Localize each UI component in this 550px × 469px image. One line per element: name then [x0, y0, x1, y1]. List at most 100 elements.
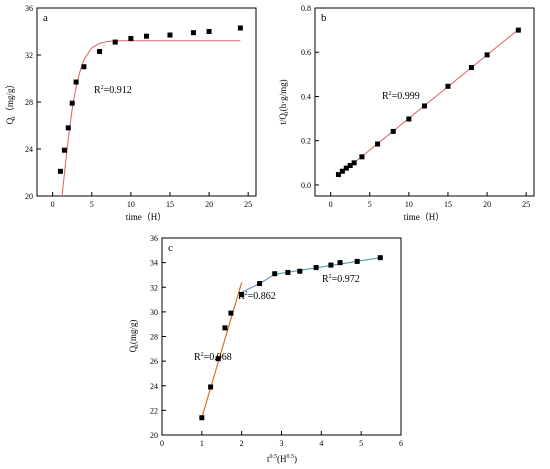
panel-label-a: a — [43, 12, 48, 24]
r2-label-c-1: R2=0.968 — [194, 352, 232, 363]
x-axis-label-a: time（H） — [126, 212, 167, 222]
x-tick-label: 5 — [359, 439, 363, 448]
data-point — [339, 168, 345, 174]
data-point — [57, 168, 63, 174]
data-point — [112, 39, 118, 45]
x-axis-label-b: time（H） — [404, 212, 445, 222]
y-tick-label: 20 — [25, 192, 33, 201]
fit-line-b — [338, 29, 519, 176]
y-tick-label: 34 — [150, 259, 158, 268]
data-point — [406, 116, 412, 122]
x-tick-label: 15 — [444, 200, 452, 209]
y-tick-label: 0.8 — [301, 4, 311, 13]
data-point — [484, 52, 490, 58]
y-tick-label: 0.6 — [301, 48, 311, 57]
y-tick-label: 24 — [150, 382, 158, 391]
x-tick-label: 20 — [205, 200, 213, 209]
data-point — [206, 29, 212, 34]
y-tick-label: 0.4 — [301, 92, 311, 101]
fit-curve-a — [61, 40, 241, 197]
plot-frame-c — [161, 237, 402, 436]
x-tick-label: 20 — [483, 200, 491, 209]
data-point — [272, 271, 278, 277]
data-point — [81, 64, 87, 70]
x-tick-label: 15 — [166, 200, 174, 209]
data-point — [354, 258, 360, 264]
data-point — [97, 48, 103, 54]
y-tick-label: 20 — [150, 431, 158, 440]
data-point — [445, 83, 451, 89]
data-point — [190, 30, 196, 36]
data-point — [167, 32, 173, 38]
y-tick-label: 26 — [150, 357, 158, 366]
y-tick-label: 36 — [25, 4, 33, 13]
x-tick-label: 4 — [319, 439, 323, 448]
chart-panel-a: a time（H） Qt（mg/g） 0 5 10 15 20 252024283236 … — [5, 4, 257, 222]
fit-line-c-1 — [201, 282, 243, 418]
panel-label-c: c — [168, 242, 173, 254]
data-point — [468, 64, 474, 70]
data-point — [239, 292, 245, 298]
fit-line-c-3 — [274, 257, 381, 275]
data-point — [144, 33, 149, 39]
y-tick-label: 22 — [150, 406, 158, 415]
data-point — [61, 147, 67, 153]
x-tick-label: 5 — [90, 200, 94, 209]
data-point — [215, 356, 221, 362]
chart-panel-c: c t0.5(H0.5) Qt(mg/g) 0 1 2 3 4 5 620222426283… — [128, 234, 403, 464]
x-tick-label: 0 — [160, 439, 164, 448]
y-axis-label-b: t/Qt(h·g/mg) — [278, 79, 290, 124]
panel-label-b: b — [321, 12, 327, 24]
y-tick-label: 30 — [150, 308, 158, 317]
chart-panel-b: b time（H） t/Qt(h·g/mg) 0 5 10 15 20 25 0.0 0.2 0… — [278, 4, 535, 222]
data-point — [347, 162, 353, 168]
y-axis-label-c: Qt(mg/g) — [128, 320, 140, 353]
r2-label-a: R2=0.912 — [94, 85, 132, 96]
data-point — [199, 415, 205, 421]
data-point — [422, 103, 427, 109]
x-tick-label: 1 — [200, 439, 204, 448]
x-tick-label: 25 — [244, 200, 252, 209]
y-tick-label: 0.0 — [301, 181, 311, 190]
data-point — [359, 154, 365, 160]
r2-label-b: R2=0.999 — [382, 91, 420, 102]
data-point — [337, 260, 343, 266]
y-tick-label: 0.2 — [301, 137, 311, 146]
x-tick-label: 25 — [522, 200, 530, 209]
data-point — [222, 325, 228, 331]
data-point — [390, 128, 396, 134]
data-point — [328, 262, 334, 268]
x-tick-label: 10 — [127, 200, 135, 209]
data-point — [351, 160, 357, 166]
data-point — [257, 281, 263, 287]
y-tick-label: 28 — [25, 98, 33, 107]
data-point — [313, 265, 319, 271]
plot-frame-b — [314, 7, 535, 197]
data-point — [69, 100, 75, 106]
data-point — [228, 310, 234, 316]
y-tick-label: 32 — [150, 283, 158, 292]
data-point — [65, 125, 71, 131]
x-tick-label: 6 — [399, 439, 403, 448]
y-axis-label-a: Qt（mg/g） — [5, 80, 17, 125]
data-point — [128, 36, 134, 42]
data-point — [375, 141, 381, 147]
x-tick-label: 5 — [368, 200, 372, 209]
data-point — [515, 27, 521, 33]
data-point — [73, 79, 79, 85]
data-point — [343, 165, 349, 171]
x-tick-label: 0 — [329, 200, 333, 209]
r2-label-c-2: R2=0.862 — [238, 291, 276, 302]
data-point — [377, 255, 383, 261]
x-axis-label-c: t0.5(H0.5) — [267, 454, 297, 464]
x-tick-label: 0 — [51, 200, 55, 209]
y-tick-label: 28 — [150, 333, 158, 342]
y-tick-label: 32 — [25, 51, 33, 60]
data-point — [285, 269, 291, 275]
x-tick-label: 10 — [405, 200, 413, 209]
x-tick-label: 3 — [280, 439, 284, 448]
data-point — [208, 384, 214, 390]
r2-label-c-3: R2=0.972 — [322, 274, 360, 285]
data-point — [297, 268, 303, 274]
y-tick-label: 24 — [25, 145, 33, 154]
